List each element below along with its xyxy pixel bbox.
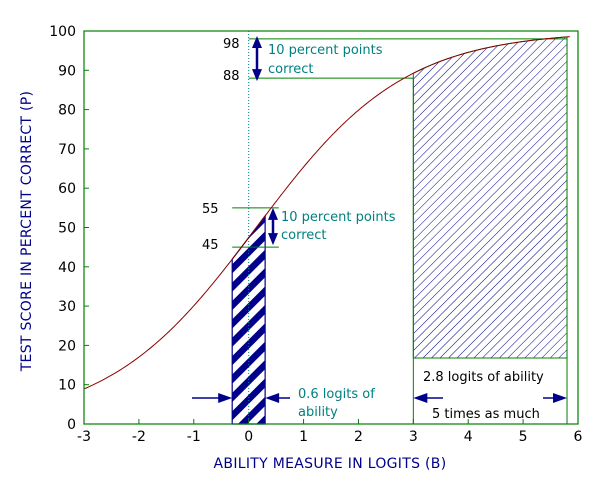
arrow-high-right [543,393,568,403]
logistic-curve [83,36,570,390]
arrow-head-right [218,393,233,403]
arrow-head-down [268,233,278,246]
x-tick-label: 6 [574,429,583,445]
arrow-head-left [265,393,280,403]
guide-lines [232,31,568,424]
annotation-high-logits: 2.8 logits of ability [423,370,544,385]
x-tick-label: -1 [187,429,201,445]
value-label-88: 88 [223,69,240,84]
value-label-98: 98 [223,37,240,52]
value-label-45: 45 [202,238,219,253]
x-tick-label: 1 [299,429,308,445]
value-labels: 98 88 55 45 [202,37,240,253]
value-label-55: 55 [202,202,219,217]
y-tick-label: 60 [58,181,76,197]
arrow-high-left [413,393,443,403]
annotations: 10 percent points correct 10 percent poi… [268,43,544,422]
arrow-low-pp [268,207,278,246]
annotation-low-pp-line2: correct [281,228,327,243]
x-tick-label: 4 [464,429,473,445]
y-tick-label: 50 [58,221,76,237]
y-tick-label: 80 [58,103,76,119]
x-tick-label: 5 [519,429,528,445]
x-tick-label: -2 [132,429,146,445]
arrow-low-right [265,393,290,403]
arrow-head-up [252,36,262,48]
annotation-low-logits-line2: ability [298,405,338,420]
annotation-low-logits-line1: 0.6 logits of [298,387,375,402]
annotation-low-pp-line1: 10 percent points [281,210,396,225]
y-tick-label: 90 [58,63,76,79]
y-tick-label: 0 [67,417,76,433]
x-tick-label: 3 [409,429,418,445]
y-tick-label: 30 [58,299,76,315]
annotation-top-pp-line2: correct [268,62,314,77]
y-tick-label: 70 [58,142,76,158]
arrow-head-down [252,69,262,82]
arrow-low-left [192,393,233,403]
annotation-times: 5 times as much [432,407,540,422]
y-tick-label: 10 [58,378,76,394]
x-axis-ticks: -3 -2 -1 0 1 2 3 4 5 6 [77,419,583,445]
annotation-top-pp-line1: 10 percent points [268,43,383,58]
x-tick-label: 0 [244,429,253,445]
y-tick-label: 20 [58,338,76,354]
x-tick-label: 2 [354,429,363,445]
y-tick-label: 100 [49,24,76,40]
arrow-head-up [268,207,278,220]
arrow-head-right [553,393,568,403]
x-tick-label: -3 [77,429,91,445]
y-axis-title: TEST SCORE IN PERCENT CORRECT (P) [19,91,35,373]
y-axis-ticks: 0 10 20 30 40 50 60 70 80 90 100 [49,24,89,433]
arrows [192,36,568,403]
x-axis-title: ABILITY MEASURE IN LOGITS (B) [214,456,447,472]
arrow-head-left [413,393,428,403]
arrow-top-pp [252,36,262,82]
y-tick-label: 40 [58,260,76,276]
region-high-ability [412,36,568,359]
